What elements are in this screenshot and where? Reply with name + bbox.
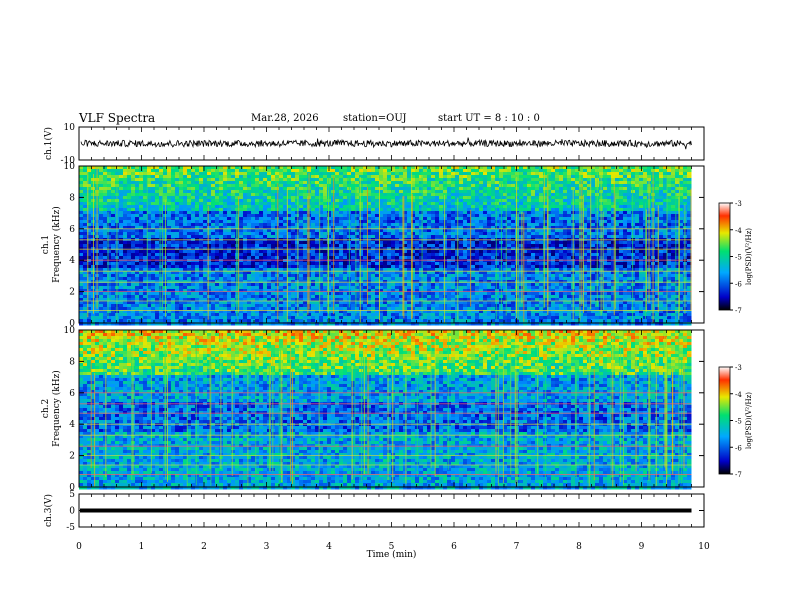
ch1-spectrogram-colorbar-tick-label: -3 [735, 200, 742, 208]
x-tick-label: 5 [389, 542, 395, 552]
ch2-spectrogram-colorbar-tick-label: -4 [735, 391, 742, 399]
ch2-spectrogram-colorbar-tick-label: -6 [735, 444, 742, 452]
ch2-spectrogram-colorbar-tick-label: -7 [735, 471, 742, 479]
x-tick-label: 0 [76, 542, 82, 552]
ch2-spectrogram-colorbar-tick-label: -3 [735, 364, 742, 372]
x-tick-label: 8 [576, 542, 582, 552]
ch1-spectrogram-ylabel-channel: ch.1 [41, 235, 51, 254]
date-label: Mar.28, 2026 [251, 113, 319, 124]
x-axis-label: Time (min) [367, 549, 417, 560]
ch1-spectrogram-ytick-label: 8 [69, 193, 75, 203]
ch1-waveform-trace [80, 137, 692, 150]
ch1-spectrogram-ylabel-frequency: Frequency (kHz) [51, 206, 62, 283]
ch3-waveform-ylabel: ch.3(V) [43, 494, 54, 527]
station-label: station=OUJ [343, 113, 407, 124]
ch1-spectrogram-colorbar-label: log(PSD)(V²/Hz) [745, 228, 753, 285]
ch1-spectrogram-ytick-label: 2 [69, 288, 75, 298]
start-time-label: start UT = 8 : 10 : 0 [438, 113, 540, 124]
ch1-spectrogram-colorbar-tick-label: -6 [735, 280, 742, 288]
ch2-spectrogram-ylabel-frequency: Frequency (kHz) [51, 370, 62, 447]
ch2-spectrogram-ytick-label: 6 [69, 389, 75, 399]
ch2-spectrogram-colorbar [718, 366, 731, 475]
ch2-spectrogram-ylabel-channel: ch.2 [41, 399, 51, 418]
ch2-spectrogram-colorbar-tick-label: -5 [735, 418, 742, 426]
ch1-spectrogram-colorbar [718, 202, 731, 311]
ch2-spectrogram-no-data [691, 330, 704, 487]
ch1-spectrogram-ytick-label: 6 [69, 225, 75, 235]
ch2-spectrogram-ytick-label: 4 [69, 420, 75, 430]
ch1-spectrogram-ytick-label: 0 [69, 319, 75, 329]
x-tick-label: 6 [451, 542, 457, 552]
ch1-waveform-ytick-label: 10 [64, 123, 76, 133]
x-tick-label: 1 [139, 542, 145, 552]
ch3-waveform-ytick-label: 0 [69, 507, 75, 517]
x-tick-label: 9 [639, 542, 645, 552]
ch2-spectrogram-ytick-label: 10 [64, 326, 76, 336]
ch1-waveform-ylabel: ch.1(V) [43, 127, 54, 160]
ch2-spectrogram-ytick-label: 0 [69, 483, 75, 493]
figure-title: VLF Spectra [79, 111, 156, 125]
x-tick-label: 2 [201, 542, 207, 552]
ch1-spectrogram-ytick-label: 10 [64, 162, 76, 172]
ch1-spectrogram-no-data [691, 166, 704, 323]
ch3-waveform-ytick-label: -5 [66, 523, 75, 533]
ch1-spectrogram-ytick-label: 4 [69, 256, 75, 266]
ch1-spectrogram-colorbar-tick-label: -4 [735, 227, 742, 235]
ch1-waveform-ytick-label: -10 [61, 156, 76, 166]
ch1-spectrogram [79, 166, 704, 326]
ch2-spectrogram-ytick-label: 2 [69, 452, 75, 462]
ch3-waveform-ytick-label: 5 [69, 490, 75, 500]
ch1-spectrogram-colorbar-tick-label: -7 [735, 307, 742, 315]
ch2-spectrogram [79, 330, 704, 490]
ch1-spectrogram-colorbar-tick-label: -5 [735, 254, 742, 262]
ch2-spectrogram-colorbar-label: log(PSD)(V²/Hz) [745, 392, 753, 449]
x-tick-label: 3 [264, 542, 270, 552]
x-tick-label: 7 [514, 542, 520, 552]
ch2-spectrogram-ytick-label: 8 [69, 357, 75, 367]
x-tick-label: 10 [698, 542, 710, 552]
x-tick-label: 4 [326, 542, 332, 552]
